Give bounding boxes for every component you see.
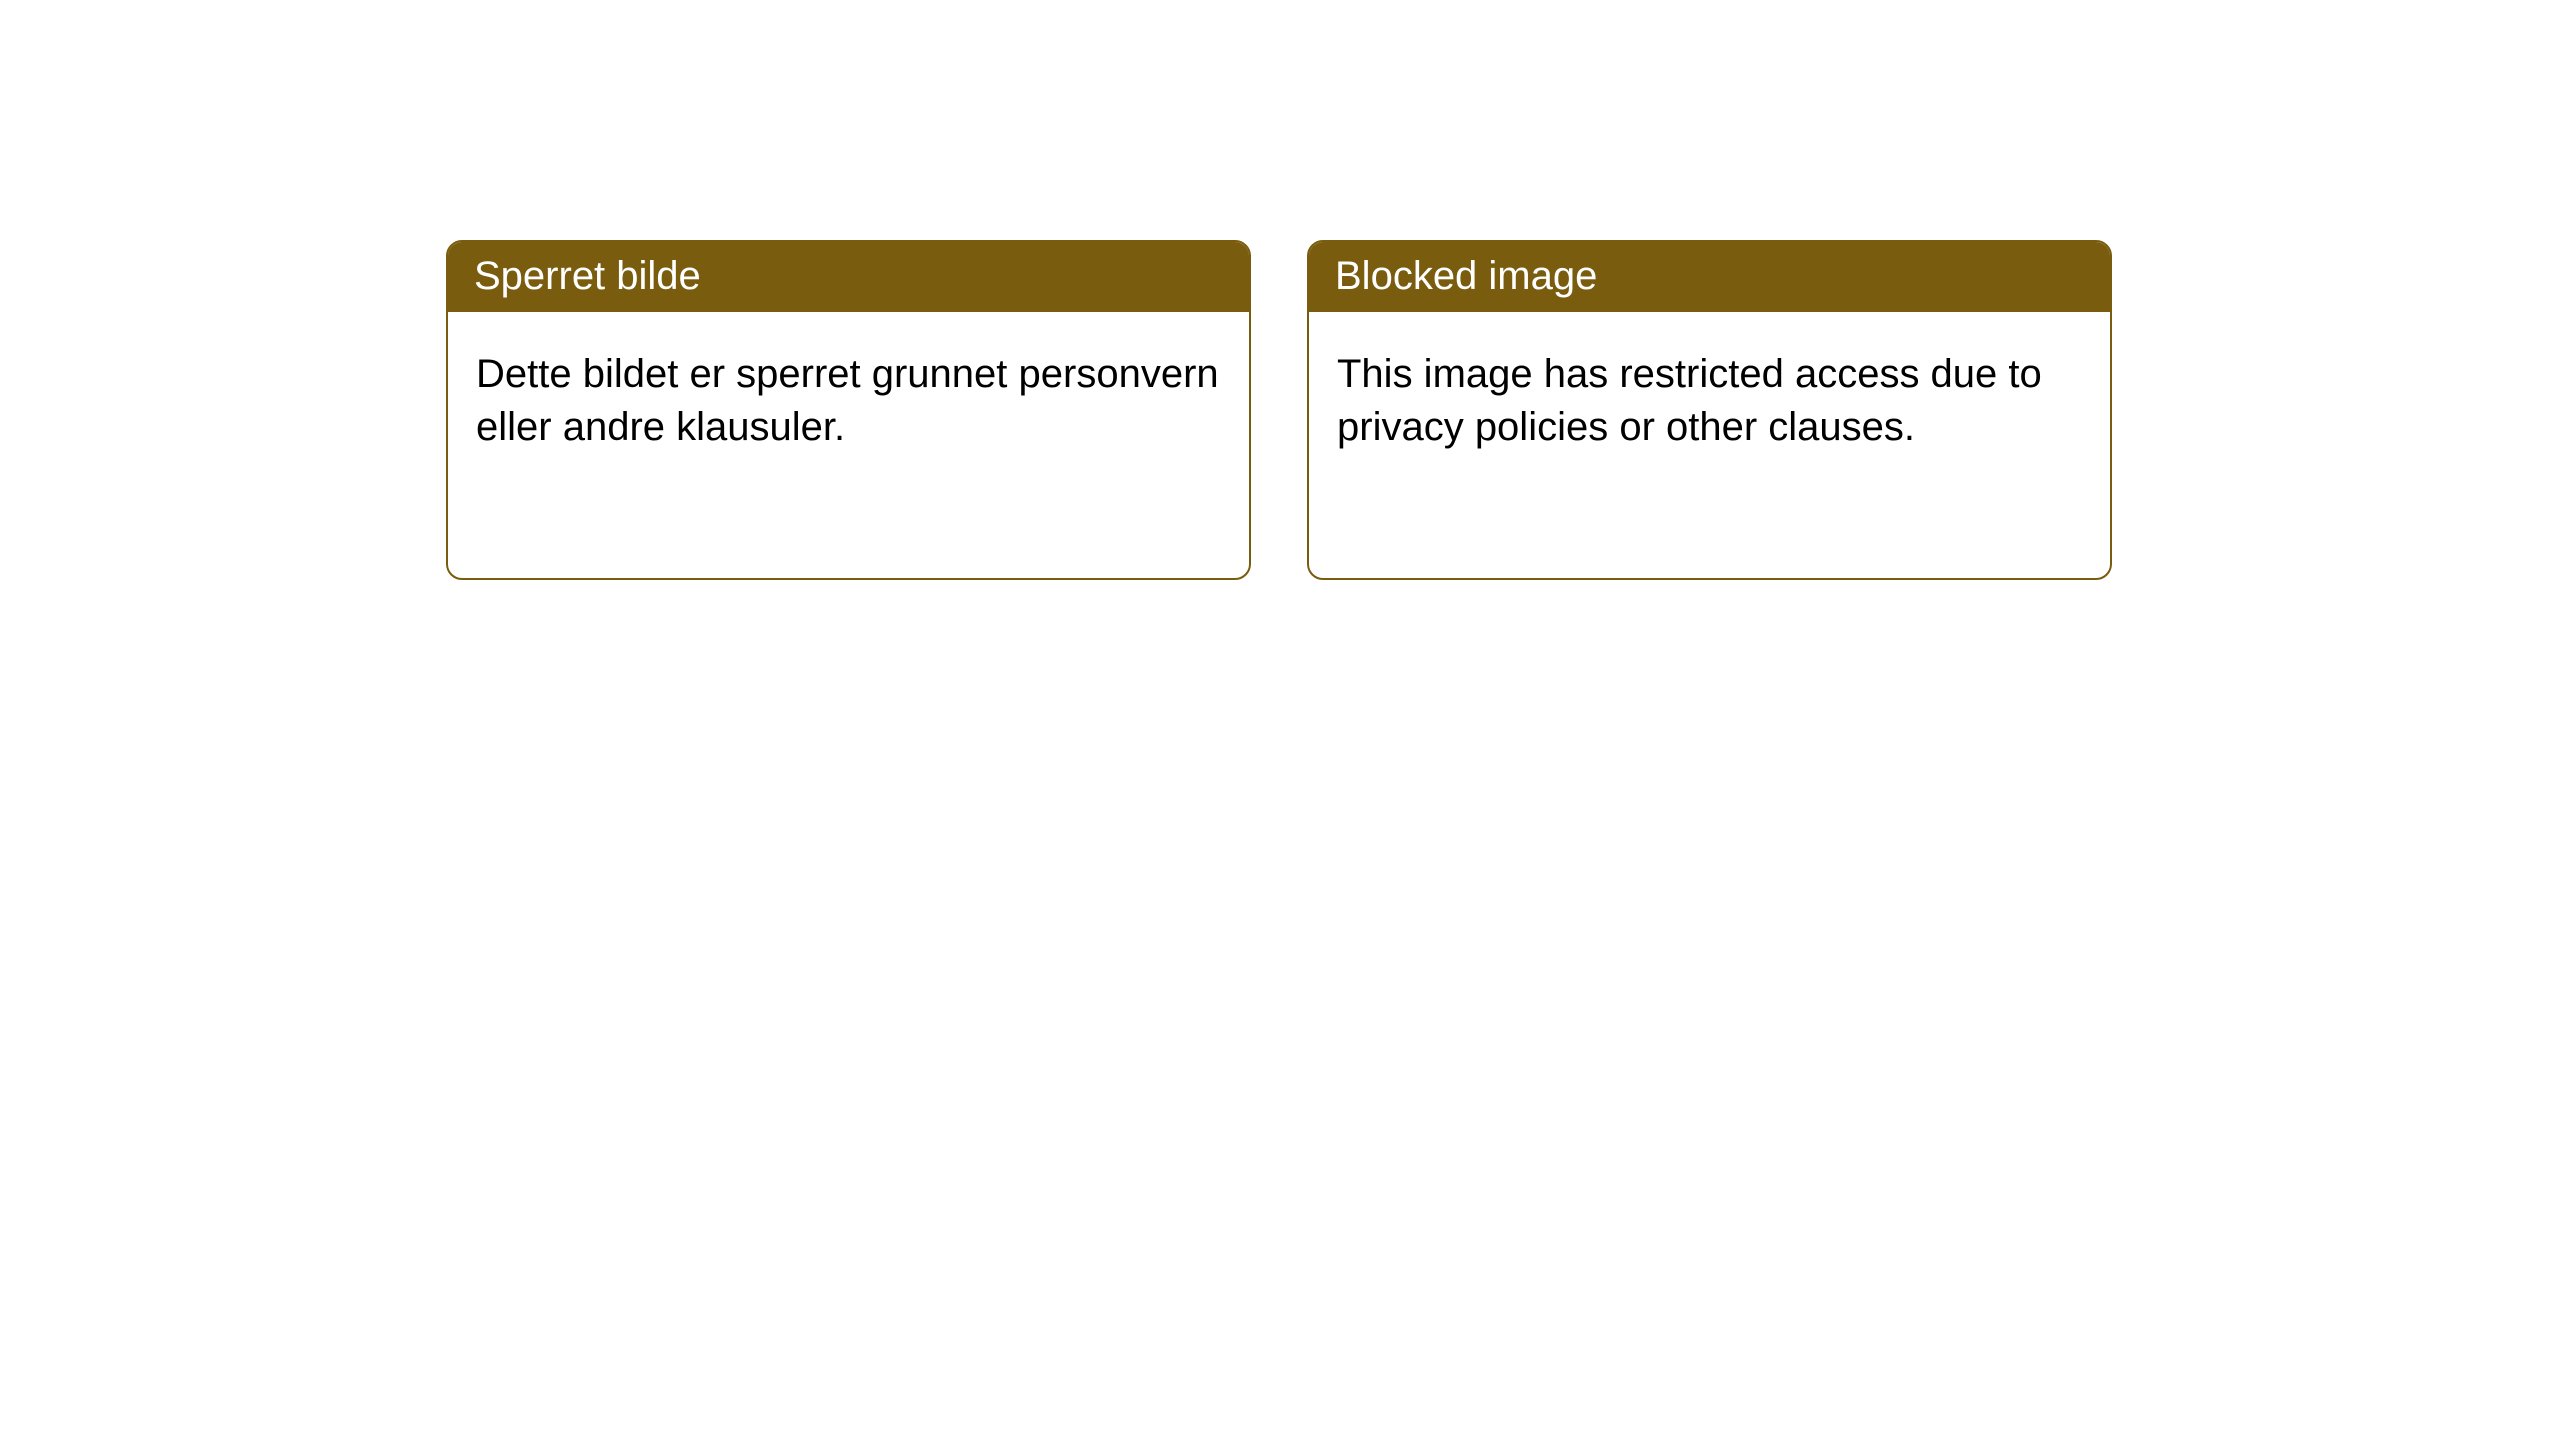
panel-english: Blocked image This image has restricted …: [1307, 240, 2112, 580]
panel-text-no: Dette bildet er sperret grunnet personve…: [476, 352, 1219, 449]
panel-body-en: This image has restricted access due to …: [1309, 312, 2110, 482]
panel-norwegian: Sperret bilde Dette bildet er sperret gr…: [446, 240, 1251, 580]
panel-title-en: Blocked image: [1335, 254, 1597, 298]
panel-title-no: Sperret bilde: [474, 254, 701, 298]
panel-text-en: This image has restricted access due to …: [1337, 352, 2042, 449]
panel-header-no: Sperret bilde: [448, 242, 1249, 312]
panel-body-no: Dette bildet er sperret grunnet personve…: [448, 312, 1249, 482]
panels-container: Sperret bilde Dette bildet er sperret gr…: [446, 240, 2112, 580]
panel-header-en: Blocked image: [1309, 242, 2110, 312]
